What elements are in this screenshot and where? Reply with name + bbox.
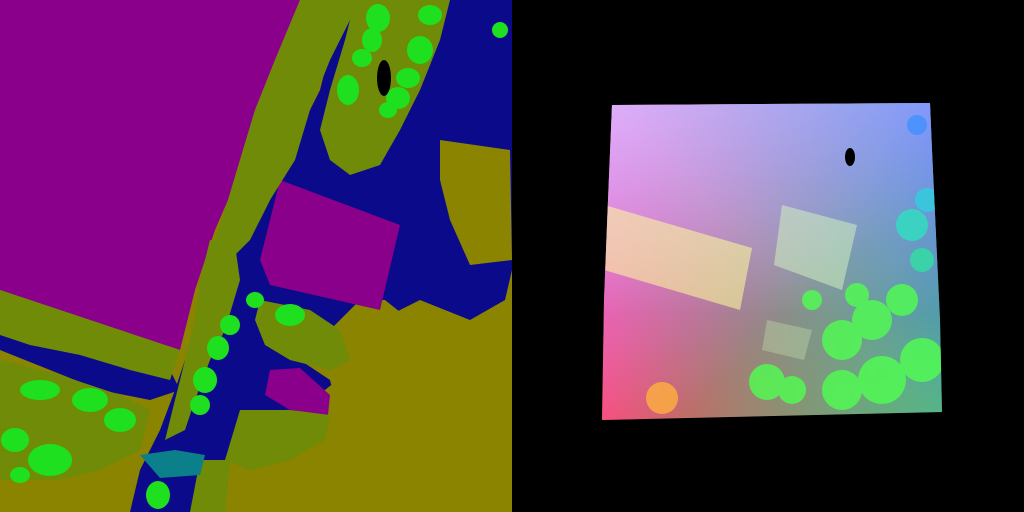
tree-cluster <box>1 4 508 509</box>
building-slab <box>774 205 857 290</box>
building-region <box>260 180 400 310</box>
building-region <box>265 368 330 415</box>
grass-region <box>225 410 330 470</box>
building-slab <box>604 205 752 310</box>
pointcloud-render <box>512 0 1024 512</box>
gap <box>845 148 855 166</box>
water-region <box>140 450 205 478</box>
building-region <box>0 0 300 350</box>
cloud-surface <box>602 103 942 420</box>
segmentation-map <box>0 0 512 512</box>
tree-points <box>646 115 942 414</box>
pointcloud-panel <box>512 0 1024 512</box>
shadow-spot <box>377 60 391 96</box>
grass-region <box>165 240 240 440</box>
grass-region <box>0 290 180 380</box>
building-slab <box>762 320 812 360</box>
segmentation-panel <box>0 0 512 512</box>
grass-region <box>215 0 360 260</box>
sand-region <box>440 140 512 265</box>
